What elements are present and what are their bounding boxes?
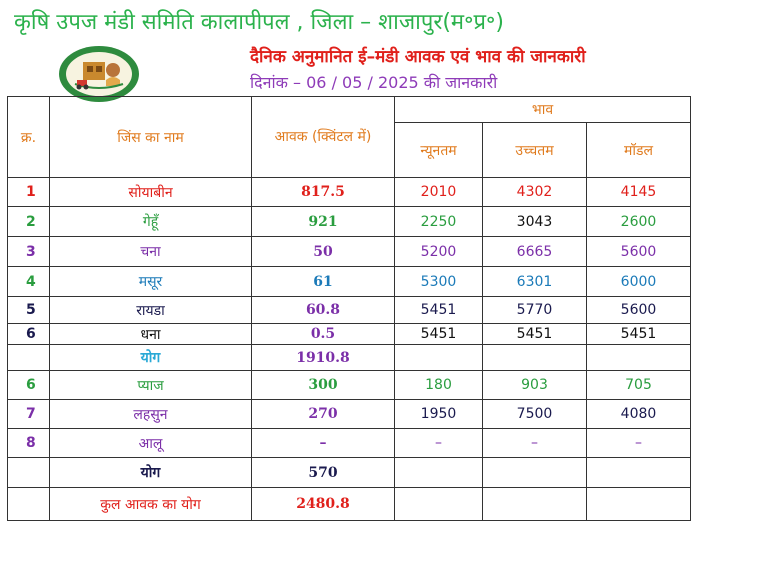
- row-crop: आलू: [49, 428, 252, 458]
- table-row: 4 मसूर 61 5300 6301 6000: [7, 266, 691, 297]
- table-row: 1 सोयाबीन 817.5 2010 4302 4145: [7, 177, 691, 207]
- row-min: –: [394, 428, 483, 458]
- row-modal: 5600: [586, 296, 691, 324]
- row-max: 6301: [482, 266, 587, 297]
- row-max: 5770: [482, 296, 587, 324]
- row-crop: प्याज: [49, 370, 252, 400]
- row-arrival: 817.5: [251, 177, 395, 207]
- row-index: 1: [7, 177, 50, 207]
- row-index: 6: [7, 370, 50, 400]
- table-row: 8 आलू – – – –: [7, 428, 691, 458]
- table-row: 5 रायडा 60.8 5451 5770 5600: [7, 296, 691, 324]
- row-index: 5: [7, 296, 50, 324]
- row-max: 903: [482, 370, 587, 400]
- row-crop: चना: [49, 236, 252, 267]
- row-arrival: 270: [251, 399, 395, 429]
- col-header-arrival: आवक (क्विंटल में): [251, 96, 395, 178]
- row-max: –: [482, 428, 587, 458]
- table-row: 6 धना 0.5 5451 5451 5451: [7, 323, 691, 345]
- row-arrival: 60.8: [251, 296, 395, 324]
- col-header-index: क्र.: [7, 96, 50, 178]
- mandi-board-seal-icon: [59, 46, 139, 102]
- row-crop: सोयाबीन: [49, 177, 252, 207]
- table-row: 7 लहसुन 270 1950 7500 4080: [7, 399, 691, 429]
- grand-total-row: कुल आवक का योग 2480.8: [7, 487, 691, 521]
- subtotal-row: योग 1910.8: [7, 344, 691, 371]
- row-max: 5451: [482, 323, 587, 345]
- col-header-price-group: भाव: [394, 96, 691, 123]
- row-min: 180: [394, 370, 483, 400]
- subtotal-label: योग: [49, 457, 252, 488]
- report-date: दिनांक – 06 / 05 / 2025 की जानकारी: [250, 73, 498, 92]
- row-max: 3043: [482, 206, 587, 237]
- table-row: 6 प्याज 300 180 903 705: [7, 370, 691, 400]
- row-min: 2250: [394, 206, 483, 237]
- row-modal: 4080: [586, 399, 691, 429]
- row-max: 7500: [482, 399, 587, 429]
- grand-total-value: 2480.8: [251, 487, 395, 521]
- row-arrival: 0.5: [251, 323, 395, 345]
- row-min: 5200: [394, 236, 483, 267]
- row-max: 6665: [482, 236, 587, 267]
- row-min: 5451: [394, 296, 483, 324]
- grand-total-label: कुल आवक का योग: [49, 487, 252, 521]
- row-index: 6: [7, 323, 50, 345]
- col-header-modal: मॉडल: [586, 122, 691, 178]
- row-max: 4302: [482, 177, 587, 207]
- subtotal-value: 1910.8: [251, 344, 395, 371]
- col-header-min: न्यूनतम: [394, 122, 483, 178]
- row-modal: 5600: [586, 236, 691, 267]
- row-index: 2: [7, 206, 50, 237]
- report-subtitle: दैनिक अनुमानित ई–मंडी आवक एवं भाव की जान…: [250, 47, 586, 67]
- row-modal: 6000: [586, 266, 691, 297]
- row-index: 3: [7, 236, 50, 267]
- row-modal: 4145: [586, 177, 691, 207]
- subtotal-label: योग: [49, 344, 252, 371]
- row-arrival: 61: [251, 266, 395, 297]
- row-crop: गेहूँ: [49, 206, 252, 237]
- row-arrival: 50: [251, 236, 395, 267]
- row-crop: धना: [49, 323, 252, 345]
- row-min: 5300: [394, 266, 483, 297]
- subtotal-row: योग 570: [7, 457, 691, 488]
- table-row: 3 चना 50 5200 6665 5600: [7, 236, 691, 267]
- row-index: 8: [7, 428, 50, 458]
- col-header-max: उच्चतम: [482, 122, 587, 178]
- col-header-crop: जिंस का नाम: [49, 96, 252, 178]
- row-min: 2010: [394, 177, 483, 207]
- row-arrival: 921: [251, 206, 395, 237]
- row-arrival: –: [251, 428, 395, 458]
- row-min: 5451: [394, 323, 483, 345]
- row-modal: 2600: [586, 206, 691, 237]
- arrival-price-table: क्र. जिंस का नाम आवक (क्विंटल में) भाव न…: [7, 96, 691, 521]
- row-arrival: 300: [251, 370, 395, 400]
- table-row: 2 गेहूँ 921 2250 3043 2600: [7, 206, 691, 237]
- row-index: 7: [7, 399, 50, 429]
- row-modal: 705: [586, 370, 691, 400]
- row-index: 4: [7, 266, 50, 297]
- page-title: कृषि उपज मंडी समिति कालापीपल , जिला – शा…: [14, 10, 504, 35]
- row-modal: 5451: [586, 323, 691, 345]
- row-modal: –: [586, 428, 691, 458]
- row-crop: लहसुन: [49, 399, 252, 429]
- row-crop: रायडा: [49, 296, 252, 324]
- row-min: 1950: [394, 399, 483, 429]
- subtotal-value: 570: [251, 457, 395, 488]
- row-crop: मसूर: [49, 266, 252, 297]
